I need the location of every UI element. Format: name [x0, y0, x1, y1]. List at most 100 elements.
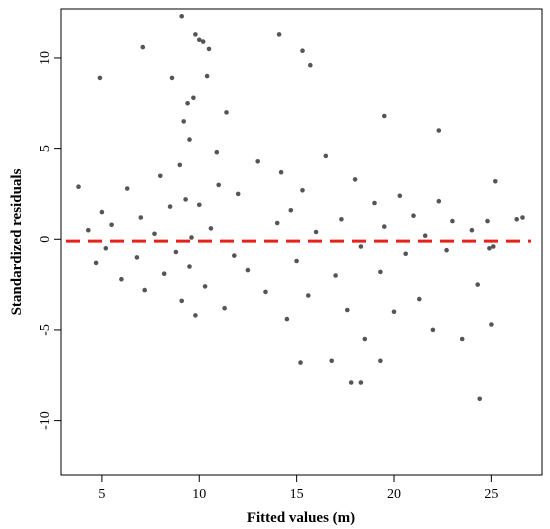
y-axis-title: Standardized residuals — [9, 168, 25, 315]
data-point — [378, 269, 383, 275]
data-point — [235, 191, 241, 197]
x-tick-label: 15 — [290, 487, 304, 502]
data-point — [306, 293, 311, 298]
data-point — [204, 73, 210, 79]
data-point — [181, 119, 186, 124]
data-point — [232, 253, 237, 258]
data-point — [193, 313, 198, 318]
x-tick-label: 25 — [484, 487, 498, 502]
data-point — [245, 267, 251, 273]
data-point — [138, 215, 144, 220]
data-point — [152, 231, 157, 237]
data-point — [208, 226, 214, 231]
data-point — [161, 271, 167, 277]
x-tick-label: 20 — [387, 487, 401, 502]
data-point — [436, 198, 442, 204]
data-point — [103, 246, 109, 251]
data-point — [134, 255, 140, 260]
data-point — [197, 37, 202, 43]
data-point — [485, 218, 490, 224]
data-point — [339, 217, 344, 222]
data-point — [202, 284, 208, 289]
data-point — [313, 229, 319, 235]
data-point — [224, 110, 229, 115]
data-point — [99, 209, 105, 215]
data-point — [417, 296, 422, 302]
y-tick-label: 0 — [38, 236, 53, 243]
data-point — [169, 75, 175, 81]
data-point — [520, 215, 525, 220]
data-point — [358, 380, 364, 385]
data-point — [362, 336, 368, 342]
data-point — [493, 179, 498, 184]
data-point — [358, 244, 364, 249]
data-point — [491, 244, 496, 249]
data-point — [76, 184, 81, 189]
data-point — [197, 202, 202, 208]
data-point — [193, 32, 198, 37]
y-tick-label: 10 — [38, 51, 53, 65]
data-point — [185, 101, 190, 106]
data-point — [300, 188, 305, 193]
data-point — [323, 153, 329, 159]
data-point — [173, 249, 179, 255]
data-point — [263, 289, 268, 295]
data-point — [288, 208, 294, 213]
y-axis: 10 5 0 -5 -10 — [38, 51, 62, 430]
data-point — [276, 32, 282, 37]
data-point — [142, 287, 147, 293]
data-point — [274, 220, 280, 226]
data-point — [284, 316, 290, 322]
data-point — [214, 149, 220, 155]
data-point — [158, 173, 163, 179]
data-point — [167, 204, 173, 209]
data-point — [475, 282, 481, 287]
data-point — [391, 309, 397, 315]
data-point — [382, 224, 387, 229]
data-point — [459, 336, 465, 342]
data-point — [436, 128, 442, 133]
data-point — [382, 113, 387, 119]
data-point — [109, 222, 114, 228]
data-point — [308, 62, 313, 68]
data-point — [183, 197, 188, 202]
data-point — [187, 137, 192, 142]
data-point — [222, 305, 227, 311]
y-tick-label: -5 — [38, 324, 53, 336]
data-point — [444, 247, 449, 253]
y-tick-label: 5 — [38, 145, 53, 152]
data-point — [177, 162, 183, 168]
data-point — [255, 159, 260, 164]
data-point — [403, 251, 409, 257]
data-point — [206, 46, 212, 52]
data-point — [119, 276, 124, 282]
data-point — [298, 360, 303, 365]
data-point — [372, 200, 377, 206]
data-point — [294, 258, 299, 264]
data-point — [187, 264, 192, 269]
data-point — [469, 227, 475, 233]
data-point — [189, 235, 194, 240]
data-point — [97, 75, 103, 81]
data-point — [278, 169, 284, 175]
data-point — [191, 95, 196, 101]
x-tick-label: 5 — [98, 487, 105, 502]
data-point — [345, 307, 350, 313]
data-point — [397, 193, 403, 199]
data-point — [216, 182, 221, 188]
data-point — [124, 186, 130, 191]
data-point — [430, 327, 436, 333]
x-axis-title: Fitted values (m) — [247, 510, 355, 526]
data-point — [352, 177, 358, 182]
data-point — [93, 260, 99, 266]
data-point — [333, 273, 338, 278]
data-point — [348, 380, 354, 385]
data-point — [329, 358, 335, 364]
data-point — [487, 246, 492, 251]
data-point — [179, 13, 184, 19]
data-point — [477, 396, 483, 402]
data-point — [86, 227, 91, 233]
data-point — [450, 218, 455, 224]
data-point — [300, 48, 305, 53]
